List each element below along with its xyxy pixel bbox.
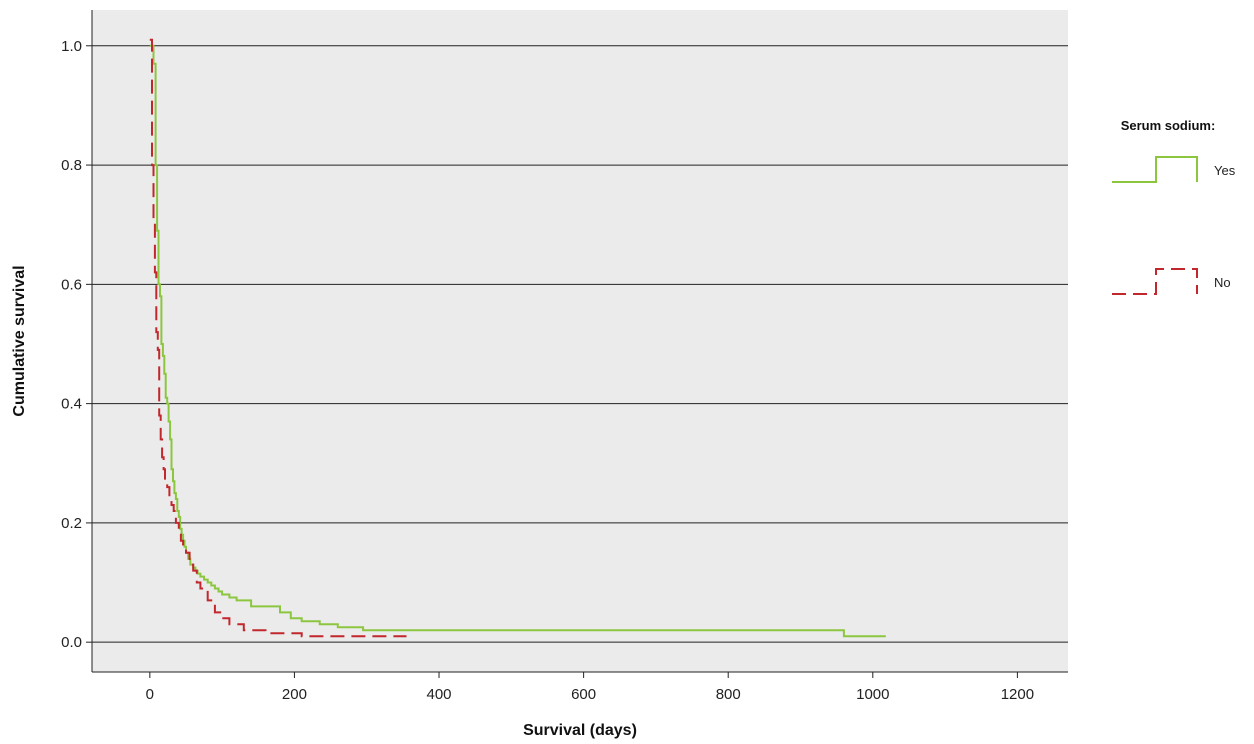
series-line-no [149,38,407,638]
legend-item-no: No [1112,268,1231,295]
plot-background [92,10,1068,672]
legend-item-yes: Yes [1112,156,1236,183]
legend: Serum sodium: Yes No [1112,118,1236,295]
series-layer [149,38,886,638]
x-tick-label: 200 [282,686,307,703]
y-tick-label: 0.2 [61,515,82,532]
x-axis-title: Survival (days) [523,722,637,739]
legend-swatch [1112,268,1198,295]
legend-swatch [1112,156,1198,183]
y-tick-label: 0.4 [61,396,82,413]
gridlines [92,45,1068,643]
x-tick-label: 0 [146,686,154,703]
x-tick-label: 400 [427,686,452,703]
x-tick-label: 1000 [856,686,889,703]
x-tick-label: 800 [716,686,741,703]
x-tick-label: 600 [571,686,596,703]
legend-label: Yes [1214,163,1236,178]
legend-title: Serum sodium: [1121,118,1216,133]
y-tick-label: 0.8 [61,157,82,174]
y-axis-ticks: 0.0 0.2 0.4 0.6 0.8 1.0 [61,38,92,651]
x-tick-label: 1200 [1001,686,1034,703]
legend-items: Yes No [1112,156,1236,295]
y-tick-label: 0.6 [61,276,82,293]
y-tick-label: 1.0 [61,38,82,55]
x-axis-ticks: 0 200 400 600 800 1000 1200 [146,672,1034,703]
y-tick-label: 0.0 [61,634,82,651]
legend-label: No [1214,275,1231,290]
y-axis-title: Cumulative survival [11,265,28,416]
